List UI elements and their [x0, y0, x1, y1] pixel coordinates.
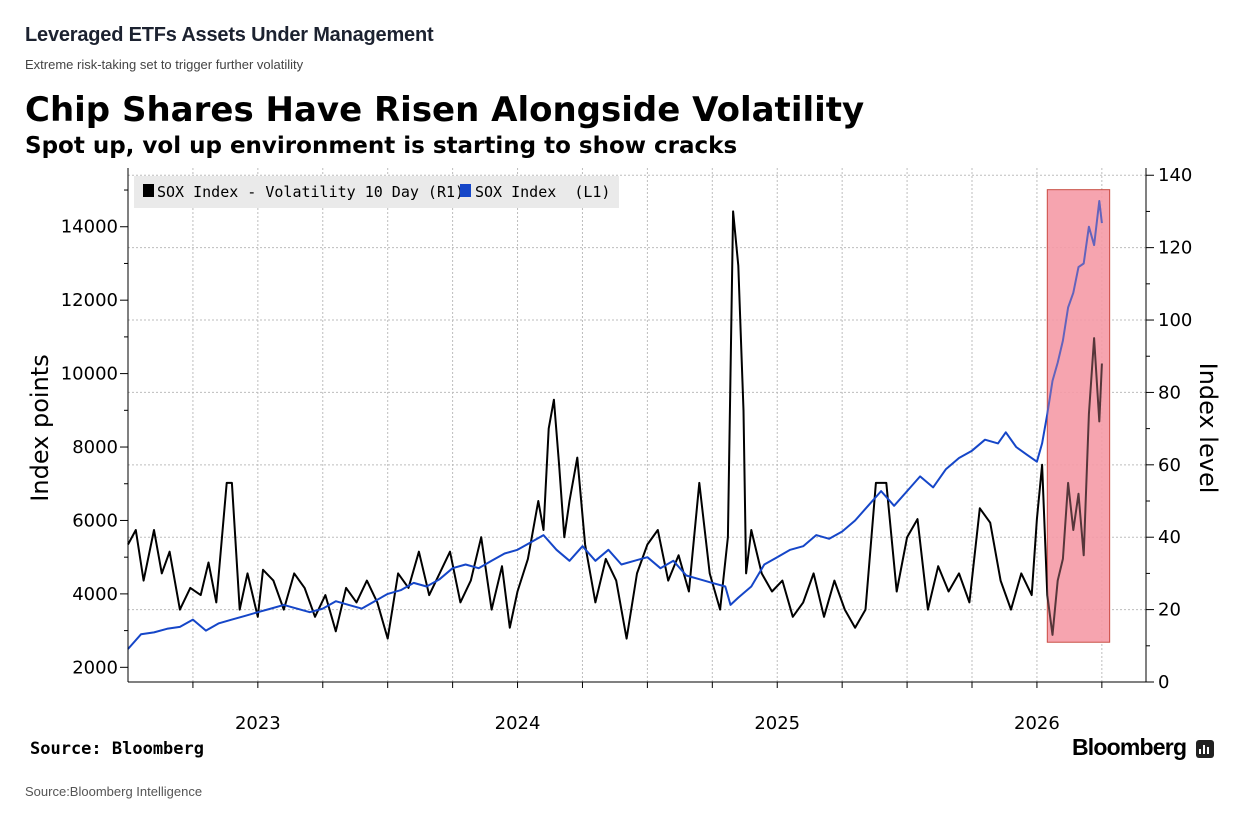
y-tick-label-left: 8000	[72, 437, 118, 458]
brand-wordmark: Bloomberg	[1072, 734, 1187, 760]
header-title: Leveraged ETFs Assets Under Management	[25, 24, 434, 46]
series-layer	[127, 189, 1110, 650]
legend-background	[134, 176, 619, 208]
legend-swatch-sox	[460, 184, 471, 197]
legend: SOX Index - Volatility 10 Day (R1) SOX I…	[134, 176, 619, 208]
x-tick-label: 2025	[754, 713, 800, 734]
y-tick-label-right: 60	[1158, 455, 1181, 476]
legend-label-sox: SOX Index (L1)	[475, 183, 610, 201]
x-tick-label: 2026	[1014, 713, 1060, 734]
series-line-volatility	[127, 210, 1103, 640]
y-tick-label-right: 140	[1158, 165, 1192, 186]
x-tick-label: 2023	[235, 713, 281, 734]
y-axis-label-left: Index points	[26, 354, 54, 501]
header-subtitle: Extreme risk-taking set to trigger furth…	[25, 57, 304, 72]
source-in-chart: Source: Bloomberg	[30, 739, 204, 759]
chart-title: Chip Shares Have Risen Alongside Volatil…	[25, 90, 865, 130]
y-tick-label-right: 0	[1158, 672, 1169, 693]
y-tick-label-left: 14000	[61, 217, 118, 238]
y-tick-label-left: 10000	[61, 364, 118, 385]
x-tick-label: 2024	[495, 713, 541, 734]
source-footer: Source:Bloomberg Intelligence	[25, 784, 203, 799]
brand-logo: Bloomberg	[1072, 734, 1215, 761]
y-axis-label-right: Index level	[1194, 363, 1222, 494]
series-line-sox-index	[127, 200, 1103, 650]
legend-label-volatility: SOX Index - Volatility 10 Day (R1)	[157, 183, 464, 201]
axes: 2000 4000 6000 8000 10000 12000 14000 0 20 40 60 80…	[61, 165, 1193, 734]
y-tick-label-right: 20	[1158, 600, 1181, 621]
y-tick-label-left: 6000	[72, 510, 118, 531]
chart-subtitle: Spot up, vol up environment is starting …	[25, 133, 738, 159]
y-tick-label-right: 100	[1158, 310, 1192, 331]
y-tick-label-left: 12000	[61, 290, 118, 311]
y-tick-label-left: 4000	[72, 584, 118, 605]
bar-chart-icon	[1196, 739, 1215, 758]
highlight-overlay	[1047, 189, 1110, 643]
legend-swatch-volatility	[143, 184, 154, 197]
y-tick-label-right: 120	[1158, 238, 1192, 259]
y-tick-label-right: 40	[1158, 527, 1181, 548]
y-tick-label-left: 2000	[72, 657, 118, 678]
y-tick-label-right: 80	[1158, 382, 1181, 403]
